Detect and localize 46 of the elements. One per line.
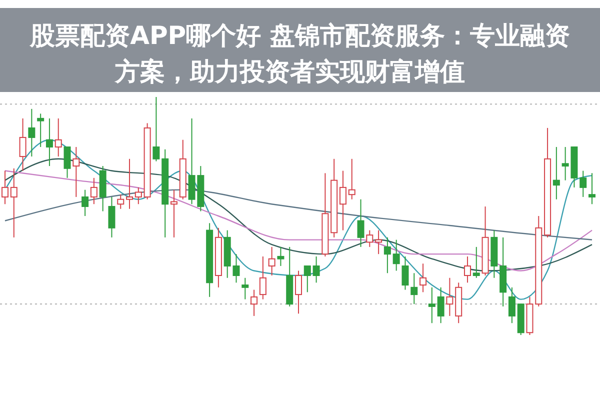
candlestick [117, 194, 124, 210]
candlestick [455, 282, 462, 324]
candlestick [508, 286, 516, 324]
candlestick [446, 277, 454, 316]
candlestick [428, 286, 436, 324]
candlestick [500, 236, 507, 307]
candlestick [10, 168, 18, 238]
candlestick [250, 289, 258, 316]
candlestick [277, 246, 284, 266]
candlestick [588, 172, 596, 205]
candlestick [214, 227, 222, 288]
candlestick [82, 189, 89, 216]
candlestick [580, 170, 587, 198]
candlestick [295, 270, 302, 314]
candlestick [259, 256, 266, 300]
candlestick [170, 189, 178, 238]
candlestick [330, 158, 338, 238]
candlestick [90, 177, 98, 205]
candlestick [108, 196, 116, 238]
candlestick [490, 230, 498, 278]
candlestick [420, 263, 427, 293]
candlestick [268, 246, 276, 276]
candlestick [19, 118, 26, 172]
candlestick [348, 158, 356, 200]
candlestick [464, 256, 471, 284]
candlestick [206, 222, 214, 298]
candlestick [357, 198, 364, 248]
candlestick [28, 108, 36, 157]
candlestick [242, 277, 249, 300]
candlestick [162, 148, 169, 238]
candlestick [552, 146, 560, 200]
chart-title: 股票配资APP哪个好 盘锦市配资服务：专业融资方案，助力投资者实现财富增值 [29, 21, 570, 86]
candlestick [54, 118, 62, 157]
candlestick [339, 170, 346, 231]
candlestick [437, 286, 444, 324]
candlestick [72, 146, 80, 198]
candlestick [126, 158, 134, 210]
candlestick [410, 272, 418, 305]
candlestick [375, 230, 382, 255]
candlestick [402, 256, 409, 290]
candlestick [312, 256, 320, 284]
candlestick [46, 118, 53, 167]
candlestick [37, 113, 44, 148]
candlestick [384, 236, 391, 274]
candlestick [99, 166, 106, 212]
candlestick [392, 239, 400, 272]
